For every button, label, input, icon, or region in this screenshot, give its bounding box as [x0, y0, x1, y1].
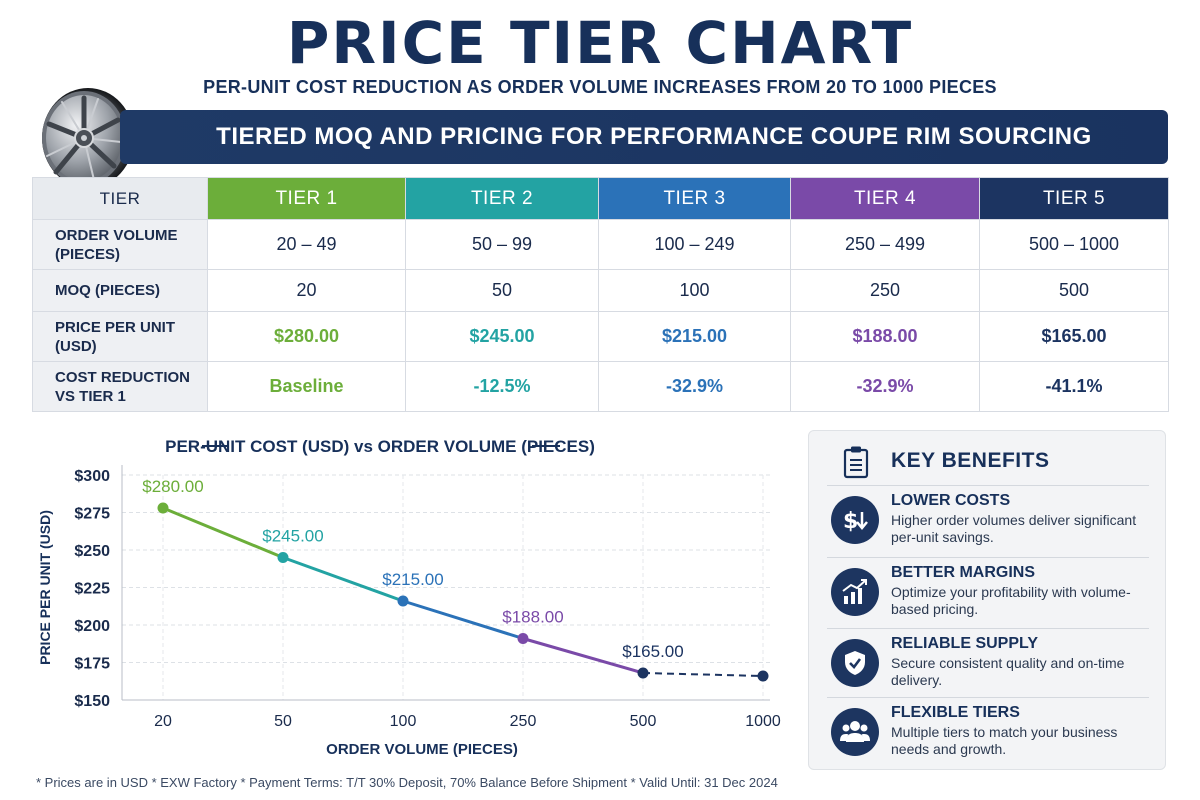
- table-row: PRICE PER UNIT (USD) $280.00 $245.00 $215…: [32, 311, 1169, 362]
- row-label-price: PRICE PER UNIT (USD): [32, 311, 208, 362]
- y-tick-label: $175: [74, 656, 110, 673]
- data-label: $165.00: [622, 642, 683, 661]
- y-tick-label: $225: [74, 581, 110, 598]
- volume-cell: 100 – 249: [598, 219, 791, 270]
- x-axis-label: ORDER VOLUME (PIECES): [326, 741, 518, 758]
- y-tick-label: $200: [74, 618, 110, 635]
- benefit-text: Optimize your profitability with volume-…: [891, 584, 1131, 617]
- benefit-text: Secure consistent quality and on-time de…: [891, 655, 1125, 688]
- benefit-heading: BETTER MARGINS: [891, 564, 1035, 581]
- reduction-cell: -41.1%: [979, 361, 1169, 412]
- key-benefits-panel: KEY BENEFITS $ LOWER COSTS Higher order …: [808, 430, 1166, 770]
- benefits-title: KEY BENEFITS: [891, 449, 1050, 472]
- moq-cell: 100: [598, 269, 791, 312]
- chart-title: PER-UNIT COST (USD) vs ORDER VOLUME (PIE…: [165, 437, 595, 456]
- benefit-item: $ LOWER COSTS Higher order volumes deliv…: [827, 485, 1149, 555]
- x-tick-label: 1000: [745, 713, 781, 730]
- data-point: [757, 670, 769, 682]
- reduction-cell: -32.9%: [790, 361, 980, 412]
- price-cell: $245.00: [405, 311, 599, 362]
- x-tick-label: 20: [154, 713, 172, 730]
- tier-corner-cell: TIER: [32, 177, 208, 220]
- reduction-cell: Baseline: [207, 361, 406, 412]
- tier-header-5: TIER 5: [979, 177, 1169, 220]
- wheel-rim-icon: [42, 88, 134, 188]
- price-cell: $215.00: [598, 311, 791, 362]
- benefit-item: BETTER MARGINS Optimize your profitabili…: [827, 557, 1149, 627]
- tier-header-2: TIER 2: [405, 177, 599, 220]
- tier-header-4: TIER 4: [790, 177, 980, 220]
- data-point: [637, 667, 649, 679]
- data-point: [277, 552, 289, 563]
- benefit-item: RELIABLE SUPPLY Secure consistent qualit…: [827, 628, 1149, 698]
- data-label: $245.00: [262, 527, 323, 546]
- moq-cell: 500: [979, 269, 1169, 312]
- row-label-moq: MOQ (PIECES): [32, 269, 208, 312]
- data-point: [397, 595, 409, 607]
- benefit-item: FLEXIBLE TIERS Multiple tiers to match y…: [827, 697, 1149, 767]
- people-icon: [831, 708, 879, 756]
- benefit-heading: LOWER COSTS: [891, 492, 1011, 509]
- y-tick-label: $150: [74, 693, 110, 710]
- row-label-reduction: COST REDUCTION VS TIER 1: [32, 361, 208, 412]
- dollar-down-icon: $: [831, 496, 879, 544]
- reduction-cell: -12.5%: [405, 361, 599, 412]
- tier-header-3: TIER 3: [598, 177, 791, 220]
- tier-header-1: TIER 1: [207, 177, 406, 220]
- y-tick-label: $275: [74, 506, 110, 523]
- row-label-volume: ORDER VOLUME (PIECES): [32, 219, 208, 270]
- series-line-segment: [402, 599, 524, 640]
- volume-cell: 20 – 49: [207, 219, 406, 270]
- benefit-text: Higher order volumes deliver significant…: [891, 512, 1137, 545]
- tier-header-row: TIER TIER 1 TIER 2 TIER 3 TIER 4 TIER 5: [32, 177, 1169, 220]
- tier-table: TIER TIER 1 TIER 2 TIER 3 TIER 4 TIER 5 …: [32, 177, 1169, 412]
- series-line-segment: [162, 506, 284, 559]
- benefit-heading: RELIABLE SUPPLY: [891, 635, 1038, 652]
- moq-cell: 250: [790, 269, 980, 312]
- bar-chart-icon: [831, 568, 879, 616]
- clipboard-icon: [843, 446, 869, 479]
- data-label: $188.00: [502, 608, 563, 627]
- benefit-heading: FLEXIBLE TIERS: [891, 704, 1020, 721]
- data-point: [157, 502, 169, 514]
- table-row: ORDER VOLUME (PIECES) 20 – 49 50 – 99 100…: [32, 219, 1169, 270]
- table-row: COST REDUCTION VS TIER 1 Baseline -12.5% …: [32, 361, 1169, 412]
- x-tick-label: 500: [630, 713, 657, 730]
- chart-svg: PER-UNIT COST (USD) vs ORDER VOLUME (PIE…: [37, 437, 781, 758]
- table-row: MOQ (PIECES) 20 50 100 250 500: [32, 269, 1169, 312]
- page-subtitle: PER-UNIT COST REDUCTION AS ORDER VOLUME …: [203, 77, 997, 97]
- page-title: PRICE TIER CHART: [286, 9, 914, 77]
- y-axis-label: PRICE PER UNIT (USD): [37, 510, 53, 665]
- x-tick-label: 250: [510, 713, 537, 730]
- svg-text:$: $: [843, 509, 858, 534]
- price-cell: $280.00: [207, 311, 406, 362]
- data-point: [517, 633, 529, 644]
- volume-cell: 500 – 1000: [979, 219, 1169, 270]
- y-tick-label: $250: [74, 543, 110, 560]
- series-line-segment: [282, 556, 404, 603]
- price-cell: $165.00: [979, 311, 1169, 362]
- benefit-text: Multiple tiers to match your business ne…: [891, 724, 1118, 757]
- price-line-chart: PER-UNIT COST (USD) vs ORDER VOLUME (PIE…: [30, 430, 790, 770]
- section-banner: TIERED MOQ AND PRICING FOR PERFORMANCE C…: [120, 110, 1168, 164]
- reduction-cell: -32.9%: [598, 361, 791, 412]
- volume-cell: 50 – 99: [405, 219, 599, 270]
- shield-check-icon: [831, 639, 879, 687]
- price-cell: $188.00: [790, 311, 980, 362]
- moq-cell: 20: [207, 269, 406, 312]
- data-label: $215.00: [382, 570, 443, 589]
- x-tick-label: 100: [390, 713, 417, 730]
- series-line-segment: [522, 637, 644, 675]
- footer-note: * Prices are in USD * EXW Factory * Paym…: [36, 775, 778, 790]
- x-tick-label: 50: [274, 713, 292, 730]
- y-tick-label: $300: [74, 468, 110, 485]
- volume-cell: 250 – 499: [790, 219, 980, 270]
- data-label: $280.00: [142, 477, 203, 496]
- series-line-segment: [642, 672, 764, 677]
- moq-cell: 50: [405, 269, 599, 312]
